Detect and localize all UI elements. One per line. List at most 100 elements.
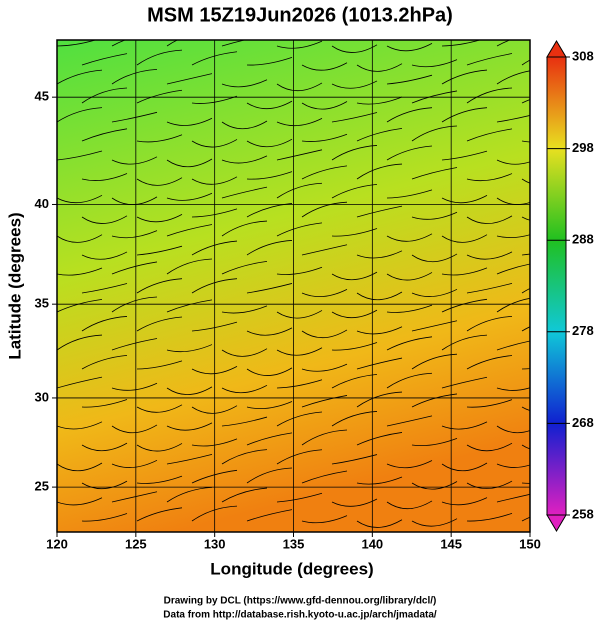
streamline [331, 145, 378, 161]
streamline [246, 509, 293, 522]
streamline [411, 125, 458, 142]
streamline [331, 184, 378, 199]
streamline [81, 53, 128, 66]
streamline [276, 182, 323, 199]
x-tick-label: 150 [519, 536, 541, 551]
streamline [301, 101, 348, 110]
streamline [136, 49, 183, 66]
streamline [386, 372, 433, 389]
streamline [496, 114, 530, 123]
streamline [57, 234, 103, 243]
streamline [111, 459, 158, 468]
streamline [411, 211, 458, 220]
streamline [166, 192, 213, 201]
streamline [521, 59, 530, 66]
streamline [136, 360, 183, 370]
streamline [111, 68, 158, 85]
streamline [301, 165, 348, 180]
streamline [466, 53, 513, 66]
streamline [411, 253, 458, 263]
streamline [221, 186, 268, 199]
streamline [386, 74, 433, 85]
streamline [301, 244, 348, 256]
streamline [301, 395, 348, 408]
streamline [136, 89, 183, 104]
streamline [166, 299, 213, 313]
streamline [221, 79, 268, 88]
streamline [411, 437, 458, 446]
streamline [111, 261, 158, 275]
streamline [301, 62, 348, 71]
streamline [136, 475, 183, 484]
colorbar-top-arrow [546, 40, 567, 58]
streamline [331, 454, 378, 465]
streamline [81, 316, 128, 332]
streamline [191, 240, 238, 256]
y-label: Latitude (degrees) [5, 212, 24, 359]
streamline [221, 260, 268, 275]
streamline [496, 425, 530, 434]
streamline [246, 432, 293, 446]
streamline [466, 215, 513, 224]
streamline [441, 40, 482, 47]
streamline [411, 518, 458, 527]
streamline [191, 208, 238, 218]
streamline [111, 156, 158, 165]
streamline [57, 267, 103, 276]
streamline [191, 469, 238, 484]
colorbar-label: 288 [572, 232, 594, 247]
streamline [411, 320, 458, 332]
streamline [136, 316, 183, 332]
streamline [441, 69, 488, 85]
streamline [246, 283, 293, 294]
streamline [411, 90, 458, 104]
streamline [136, 443, 183, 452]
streamline [81, 283, 128, 294]
streamline [191, 405, 238, 414]
streamline [221, 384, 268, 394]
streamline [191, 139, 238, 148]
streamline [386, 43, 433, 52]
streamlines [57, 40, 530, 528]
streamline [57, 497, 103, 506]
streamline [136, 134, 183, 143]
y-tick-label: 40 [35, 196, 49, 211]
y-tick-label: 45 [35, 89, 49, 104]
streamline [81, 480, 128, 490]
streamline [57, 376, 103, 389]
streamline [441, 421, 488, 430]
streamline [496, 159, 530, 165]
streamline [386, 415, 433, 427]
streamline [276, 266, 323, 275]
streamline [441, 376, 488, 389]
streamline [331, 271, 378, 281]
footer-line: Drawing by DCL (https://www.gfd-dennou.o… [164, 596, 437, 607]
streamline [166, 422, 213, 431]
streamline [386, 107, 433, 123]
streamline [386, 336, 433, 351]
streamline [221, 220, 268, 237]
streamline [166, 453, 213, 465]
streamline [301, 470, 348, 484]
streamline [301, 329, 348, 339]
streamline [81, 399, 128, 408]
streamline [496, 234, 530, 238]
streamline [301, 429, 348, 446]
streamline [221, 155, 268, 164]
x-tick-label: 135 [283, 536, 305, 551]
y-tick-label: 30 [35, 389, 49, 404]
streamline [521, 326, 530, 332]
x-tick-label: 145 [440, 536, 462, 551]
streamline [356, 357, 403, 370]
streamline [276, 347, 323, 356]
streamline [111, 491, 158, 503]
streamline [166, 344, 213, 353]
streamline [276, 40, 323, 49]
streamline [441, 234, 488, 243]
streamline [496, 40, 511, 47]
streamline [276, 411, 323, 427]
colorbar-label: 278 [572, 323, 594, 338]
streamline [356, 250, 403, 259]
streamline [246, 327, 293, 336]
streamline [166, 486, 213, 503]
